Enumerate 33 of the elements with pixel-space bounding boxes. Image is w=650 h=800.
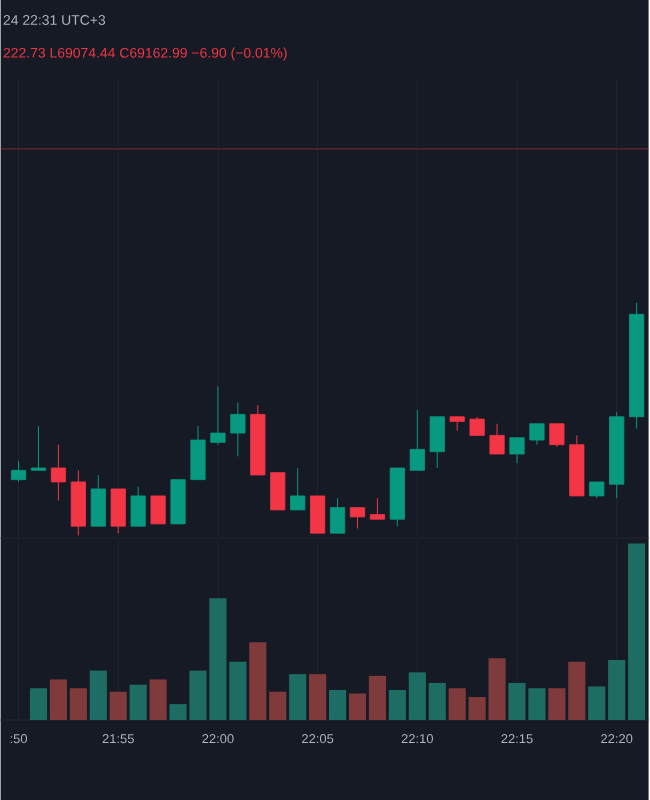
candlestick	[290, 467, 306, 511]
bar	[149, 679, 168, 720]
candlestick	[190, 425, 206, 481]
candlestick	[91, 474, 107, 527]
candlestick	[150, 495, 167, 525]
candlestick	[11, 460, 27, 483]
candlestick	[370, 497, 386, 520]
candlestick	[489, 423, 506, 455]
candlestick	[270, 472, 286, 511]
candlestick	[170, 479, 187, 525]
bar	[289, 674, 307, 720]
bar	[30, 688, 48, 720]
candlestick	[230, 402, 246, 457]
candlestick	[51, 444, 67, 502]
candlestick	[210, 385, 226, 446]
candlestick	[509, 437, 525, 464]
candlestick	[410, 409, 426, 471]
bar	[90, 670, 108, 720]
candlestick	[330, 497, 346, 534]
candlestick	[131, 486, 147, 527]
candlestick	[31, 425, 47, 471]
bar	[130, 684, 148, 720]
bar	[329, 689, 347, 720]
candlestick	[310, 495, 326, 534]
candlestick	[350, 507, 366, 530]
candlestick	[71, 469, 87, 536]
candlestick	[529, 423, 545, 446]
bar	[110, 691, 128, 720]
bar	[309, 674, 327, 720]
candlestick	[549, 423, 565, 448]
candlestick	[430, 416, 446, 469]
candlestick	[469, 416, 486, 436]
candlestick	[111, 488, 127, 534]
